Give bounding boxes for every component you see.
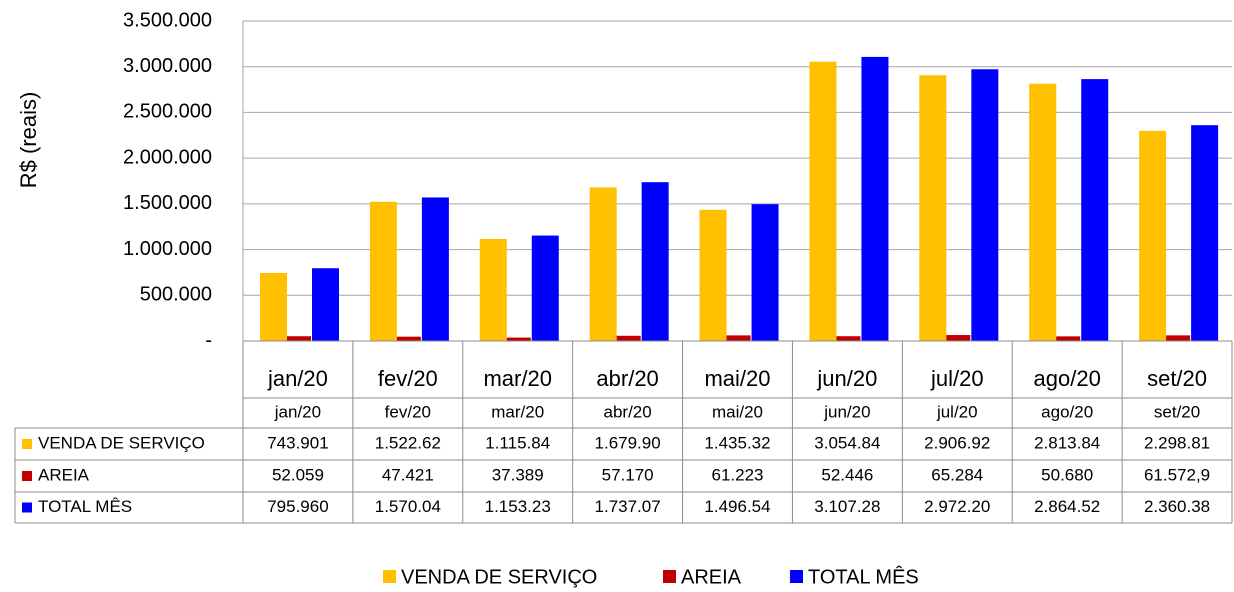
bar — [809, 61, 837, 341]
bar — [751, 204, 779, 341]
table-row-header: TOTAL MÊS — [38, 497, 132, 516]
y-tick-label: 3.000.000 — [123, 55, 212, 77]
legend-key — [383, 570, 396, 583]
table-header: mar/20 — [491, 402, 544, 421]
legend-key — [663, 570, 676, 583]
y-axis-title: R$ (reais) — [16, 92, 41, 189]
table-cell: 2.864.52 — [1034, 497, 1100, 516]
x-tick-label: ago/20 — [1034, 366, 1101, 391]
table-legend-key — [22, 439, 32, 449]
bar — [312, 268, 339, 341]
bar — [589, 187, 617, 341]
y-tick-label: 1.500.000 — [123, 192, 212, 214]
bar — [1056, 336, 1081, 341]
table-header: set/20 — [1154, 402, 1200, 421]
bar — [1139, 130, 1167, 341]
table-cell: 52.446 — [821, 465, 873, 484]
bar — [726, 335, 751, 341]
table-cell: 3.054.84 — [814, 433, 880, 452]
table-cell: 52.059 — [272, 465, 324, 484]
table-cell: 1.496.54 — [704, 497, 770, 516]
legend-label: VENDA DE SERVIÇO — [401, 566, 597, 588]
table-header: jul/20 — [936, 402, 978, 421]
table-header: ago/20 — [1041, 402, 1093, 421]
y-tick-label: 500.000 — [140, 284, 212, 306]
legend-label: TOTAL MÊS — [808, 565, 919, 588]
table-cell: 1.570.04 — [375, 497, 441, 516]
y-tick-label: 2.500.000 — [123, 101, 212, 123]
table-cell: 2.298.81 — [1144, 433, 1210, 452]
bar — [1081, 79, 1109, 342]
table-cell: 1.115.84 — [485, 433, 550, 452]
bar — [369, 201, 397, 341]
table-cell: 65.284 — [931, 465, 983, 484]
table-cell: 50.680 — [1041, 465, 1093, 484]
x-tick-label: set/20 — [1147, 366, 1207, 391]
bar — [946, 335, 971, 341]
x-tick-label: fev/20 — [378, 366, 438, 391]
bar — [1191, 125, 1219, 342]
table-cell: 61.223 — [712, 465, 764, 484]
table-cell: 2.813.84 — [1034, 433, 1100, 452]
table-cell: 1.679.90 — [595, 433, 661, 452]
bar — [971, 69, 999, 342]
bar — [641, 182, 669, 341]
table-cell: 3.107.28 — [814, 497, 880, 516]
legend-key — [790, 570, 803, 583]
bar — [260, 272, 287, 341]
bar — [1029, 83, 1057, 342]
x-tick-label: mai/20 — [704, 366, 770, 391]
table-cell: 1.435.32 — [704, 433, 770, 452]
table-header: mai/20 — [712, 402, 763, 421]
legend-label: AREIA — [681, 566, 742, 588]
table-cell: 57.170 — [602, 465, 654, 484]
table-row-header: VENDA DE SERVIÇO — [38, 433, 205, 452]
table-cell: 37.389 — [492, 465, 544, 484]
bar — [421, 197, 449, 341]
bar — [836, 336, 861, 341]
x-tick-label: abr/20 — [596, 366, 658, 391]
x-tick-label: jul/20 — [930, 366, 984, 391]
table-header: abr/20 — [604, 402, 652, 421]
x-tick-label: jan/20 — [267, 366, 328, 391]
bar — [479, 238, 507, 341]
bar — [396, 336, 421, 341]
bar — [1166, 335, 1191, 341]
x-tick-label: jun/20 — [816, 366, 877, 391]
table-cell: 795.960 — [267, 497, 328, 516]
x-tick-label: mar/20 — [483, 366, 551, 391]
table-cell: 47.421 — [382, 465, 434, 484]
bar — [616, 335, 641, 341]
table-row-header: AREIA — [38, 465, 90, 484]
bar — [531, 235, 559, 341]
bar — [919, 75, 947, 341]
bar — [506, 337, 531, 341]
table-cell: 2.360.38 — [1144, 497, 1210, 516]
bar — [287, 336, 311, 341]
table-cell: 2.906.92 — [924, 433, 990, 452]
y-tick-label: 2.000.000 — [123, 146, 212, 168]
table-cell: 1.737.07 — [595, 497, 661, 516]
table-cell: 1.522.62 — [375, 433, 441, 452]
table-header: fev/20 — [385, 402, 431, 421]
table-cell: 1.153.23 — [485, 497, 551, 516]
bar — [861, 56, 889, 342]
table-legend-key — [22, 471, 32, 481]
table-cell: 743.901 — [267, 433, 328, 452]
table-cell: 61.572,9 — [1144, 465, 1210, 484]
y-tick-label: 3.500.000 — [123, 9, 212, 31]
table-header: jun/20 — [823, 402, 870, 421]
y-tick-label: - — [205, 329, 212, 351]
table-header: jan/20 — [274, 402, 321, 421]
table-cell: 2.972.20 — [924, 497, 990, 516]
bar — [699, 209, 727, 341]
y-tick-label: 1.000.000 — [123, 238, 212, 260]
table-legend-key — [22, 502, 32, 513]
